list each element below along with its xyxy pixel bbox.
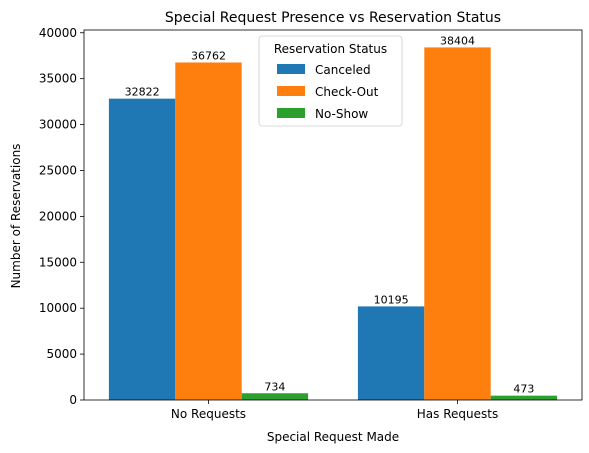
y-tick-label: 10000	[39, 301, 77, 315]
y-tick-label: 35000	[39, 72, 77, 86]
legend-label: Canceled	[315, 63, 371, 77]
data-label: 36762	[191, 49, 226, 62]
legend: Reservation Status Canceled Check-Out No-Sh…	[258, 35, 403, 127]
data-label: 734	[264, 380, 285, 393]
data-label: 38404	[440, 34, 475, 47]
x-tick-label: Has Requests	[417, 407, 498, 421]
legend-swatch	[277, 86, 305, 96]
legend-box	[258, 35, 403, 127]
chart-title: Special Request Presence vs Reservation …	[165, 10, 501, 26]
axes-frame	[83, 29, 583, 401]
bar-no-show-0	[241, 393, 309, 400]
y-tick-label: 25000	[39, 163, 77, 177]
y-tick-label: 5000	[46, 347, 77, 361]
x-axis-label: Special Request Made	[267, 430, 399, 444]
y-tick-label: 0	[69, 393, 77, 407]
legend-label: No-Show	[315, 107, 368, 121]
bar-canceled-0	[108, 98, 176, 400]
y-axis-label: Number of Reservations	[9, 144, 23, 289]
bar-canceled-1	[357, 306, 425, 400]
bar-no-show-1	[490, 395, 558, 400]
x-tick-label: No Requests	[171, 407, 246, 421]
legend-swatch	[277, 64, 305, 74]
data-label: 10195	[374, 293, 409, 306]
data-label: 32822	[125, 86, 160, 99]
legend-title: Reservation Status	[274, 42, 387, 56]
plot-area: 32822 10195 36762 38404 734 473 0 5000 10000 1500…	[39, 26, 583, 421]
y-tick-label: 15000	[39, 255, 77, 269]
legend-swatch	[277, 108, 305, 118]
legend-label: Check-Out	[315, 85, 379, 99]
data-label: 473	[513, 383, 534, 396]
bar-check-out-1	[424, 47, 491, 400]
bar-check-out-0	[175, 62, 242, 400]
y-tick-label: 40000	[39, 26, 77, 40]
y-tick-label: 20000	[39, 209, 77, 223]
y-tick-label: 30000	[39, 118, 77, 132]
